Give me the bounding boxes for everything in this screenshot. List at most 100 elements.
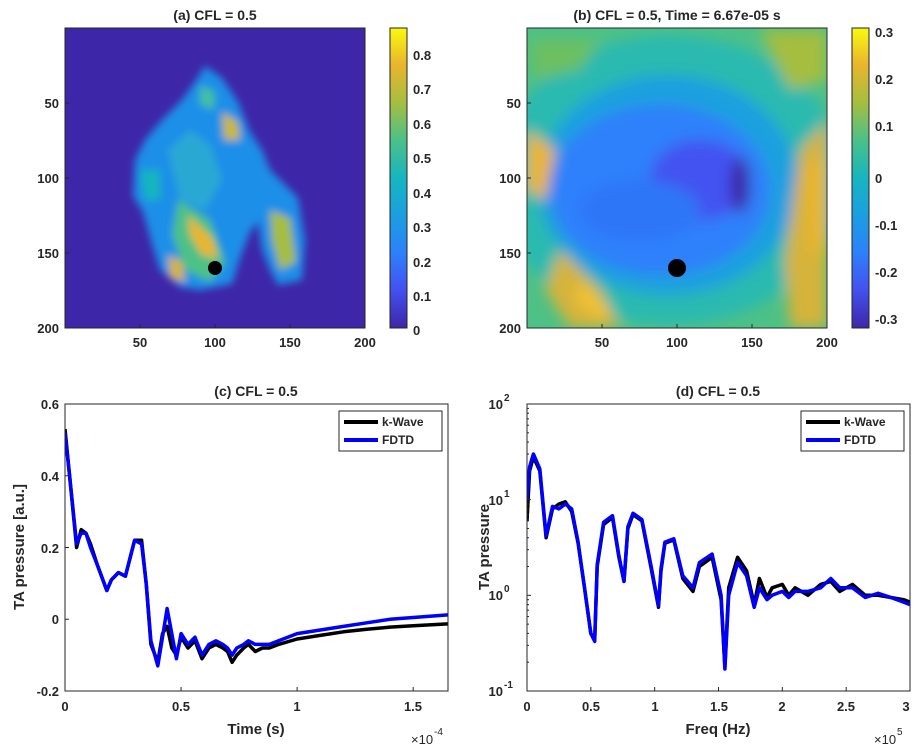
svg-text:10: 10 <box>489 588 503 603</box>
panel-c-xtick: 0.5 <box>172 699 190 714</box>
panel-b-cbar-tick: 0.1 <box>875 119 893 134</box>
panel-a-cbar-tick: 0.4 <box>413 186 432 201</box>
panel-b-cbar-tick: 0.2 <box>875 72 893 87</box>
panel-d-exponent: ×10 5 <box>874 727 903 747</box>
panel-c-exponent-power: -4 <box>434 727 443 738</box>
panel-a-ytick: 200 <box>37 321 59 336</box>
legend-label-fdtd: FDTD <box>382 433 414 447</box>
panel-c-exponent-base: ×10 <box>411 732 433 747</box>
panel-b-xtick: 150 <box>741 335 763 350</box>
panel-d-ytick: 10 1 <box>489 489 510 508</box>
panel-c-xtick: 0 <box>61 699 68 714</box>
panel-d-ylabel: TA pressure <box>476 504 493 590</box>
panel-a-ytick: 150 <box>37 246 59 261</box>
panel-a-cbar-tick: 0.1 <box>413 289 431 304</box>
panel-b-title: (b) CFL = 0.5, Time = 6.67e-05 s <box>573 7 780 23</box>
panel-a-xtick: 100 <box>204 335 226 350</box>
panel-a-xtick: 150 <box>279 335 301 350</box>
panel-c-ytick: 0 <box>52 612 59 627</box>
svg-text:10: 10 <box>489 397 503 412</box>
panel-c-exponent: ×10 -4 <box>411 727 443 747</box>
panel-d-xtick: 1 <box>651 699 658 714</box>
panel-b-cbar-tick: -0.1 <box>875 218 897 233</box>
panel-b-ytick: 100 <box>499 171 521 186</box>
panel-d-xtick: 0.5 <box>582 699 600 714</box>
panel-a-xtick: 200 <box>354 335 376 350</box>
panel-b-xtick: 200 <box>816 335 838 350</box>
panel-b-yticks: 50 100 150 200 <box>499 96 531 336</box>
panel-d-xtick: 2 <box>778 699 785 714</box>
panel-c-series-group <box>65 428 448 668</box>
panel-d-ticks <box>526 403 911 692</box>
panel-b: (b) CFL = 0.5, Time = 6.67e-05 s <box>499 7 897 350</box>
panel-c-ylabel: TA pressure [a.u.] <box>11 484 28 610</box>
svg-text:2: 2 <box>504 393 510 404</box>
panel-b-cbar-tick: -0.3 <box>875 312 897 327</box>
panel-c-ytick: 0.6 <box>41 397 59 412</box>
panel-a-cbar-tick: 0.7 <box>413 82 431 97</box>
panel-d-xtick: 3 <box>902 699 909 714</box>
panel-a-cbar-tick: 0 <box>413 323 420 338</box>
panel-a-title: (a) CFL = 0.5 <box>173 7 257 23</box>
panel-a-xticks: 50 100 150 200 <box>133 324 376 350</box>
panel-b-cbar-tick: -0.2 <box>875 265 897 280</box>
panel-a-colorbar: 0.8 0.7 0.6 0.5 0.4 0.3 0.2 0.1 0 <box>389 27 432 338</box>
panel-b-xtick: 50 <box>595 335 609 350</box>
panel-b-cbar-tick: 0.3 <box>875 25 893 40</box>
svg-text:-1: -1 <box>504 680 513 691</box>
legend-label-fdtd: FDTD <box>844 433 876 447</box>
panel-a-yticks: 50 100 150 200 <box>37 96 69 336</box>
svg-text:0: 0 <box>504 584 510 595</box>
panel-b-colorbar: 0.3 0.2 0.1 0 -0.1 -0.2 -0.3 <box>851 25 897 329</box>
panel-c-ytick: 0.4 <box>41 469 60 484</box>
series-line-k-wave <box>527 455 910 669</box>
panel-c-ticks <box>64 403 414 692</box>
svg-text:10: 10 <box>489 684 503 699</box>
panel-a-cbar-tick: 0.8 <box>413 48 431 63</box>
panel-a-xtick: 50 <box>133 335 147 350</box>
panel-d-xlabel: Freq (Hz) <box>686 721 751 738</box>
panel-b-ytick: 50 <box>507 96 521 111</box>
series-line-fdtd <box>65 432 448 668</box>
panel-a-cbar-tick: 0.5 <box>413 151 431 166</box>
panel-d-legend: k-Wave FDTD <box>800 410 905 452</box>
panel-b-xtick: 100 <box>666 335 688 350</box>
panel-d: (d) CFL = 0.5 10 2 10 1 10 0 10 -1 0 0.5… <box>476 383 911 747</box>
panel-a-cbar-tick: 0.3 <box>413 220 431 235</box>
panel-c-xtick: 1.5 <box>404 699 422 714</box>
panel-d-ytick: 10 0 <box>489 584 510 603</box>
panel-d-xtick: 0 <box>523 699 530 714</box>
panel-b-heatmap <box>527 28 827 328</box>
panel-a-source-marker <box>208 261 222 275</box>
series-line-k-wave <box>65 428 448 665</box>
panel-c-title: (c) CFL = 0.5 <box>214 383 298 399</box>
panel-a-ytick: 50 <box>45 96 59 111</box>
panel-b-source-marker <box>668 259 686 277</box>
panel-c-legend: k-Wave FDTD <box>338 410 443 452</box>
panel-d-xtick: 2.5 <box>837 699 855 714</box>
panel-d-ytick: 10 2 <box>489 393 510 412</box>
panel-c-xtick: 1 <box>293 699 300 714</box>
svg-text:10: 10 <box>489 493 503 508</box>
panel-d-title: (d) CFL = 0.5 <box>676 383 760 399</box>
panel-a-ytick: 100 <box>37 171 59 186</box>
panel-d-series-group <box>527 452 910 671</box>
panel-d-exponent-power: 5 <box>897 727 903 738</box>
legend-label-kwave: k-Wave <box>844 415 886 429</box>
panel-d-exponent-base: ×10 <box>874 732 896 747</box>
panel-d-ytick: 10 -1 <box>489 680 514 699</box>
panel-d-xtick: 1.5 <box>710 699 728 714</box>
panel-a-heatmap <box>65 28 365 328</box>
panel-c: (c) CFL = 0.5 0.6 0.4 0.2 0 -0.2 0 0.5 1… <box>11 383 449 747</box>
svg-text:1: 1 <box>504 489 510 500</box>
panel-c-ytick: 0.2 <box>41 541 59 556</box>
panel-a-cbar-tick: 0.6 <box>413 117 431 132</box>
panel-b-ytick: 200 <box>499 321 521 336</box>
panel-b-xticks: 50 100 150 200 <box>595 324 838 350</box>
series-line-fdtd <box>527 452 910 671</box>
legend-label-kwave: k-Wave <box>382 415 424 429</box>
panel-b-ytick: 150 <box>499 246 521 261</box>
panel-a-cbar-tick: 0.2 <box>413 255 431 270</box>
panel-c-ytick: -0.2 <box>37 684 59 699</box>
